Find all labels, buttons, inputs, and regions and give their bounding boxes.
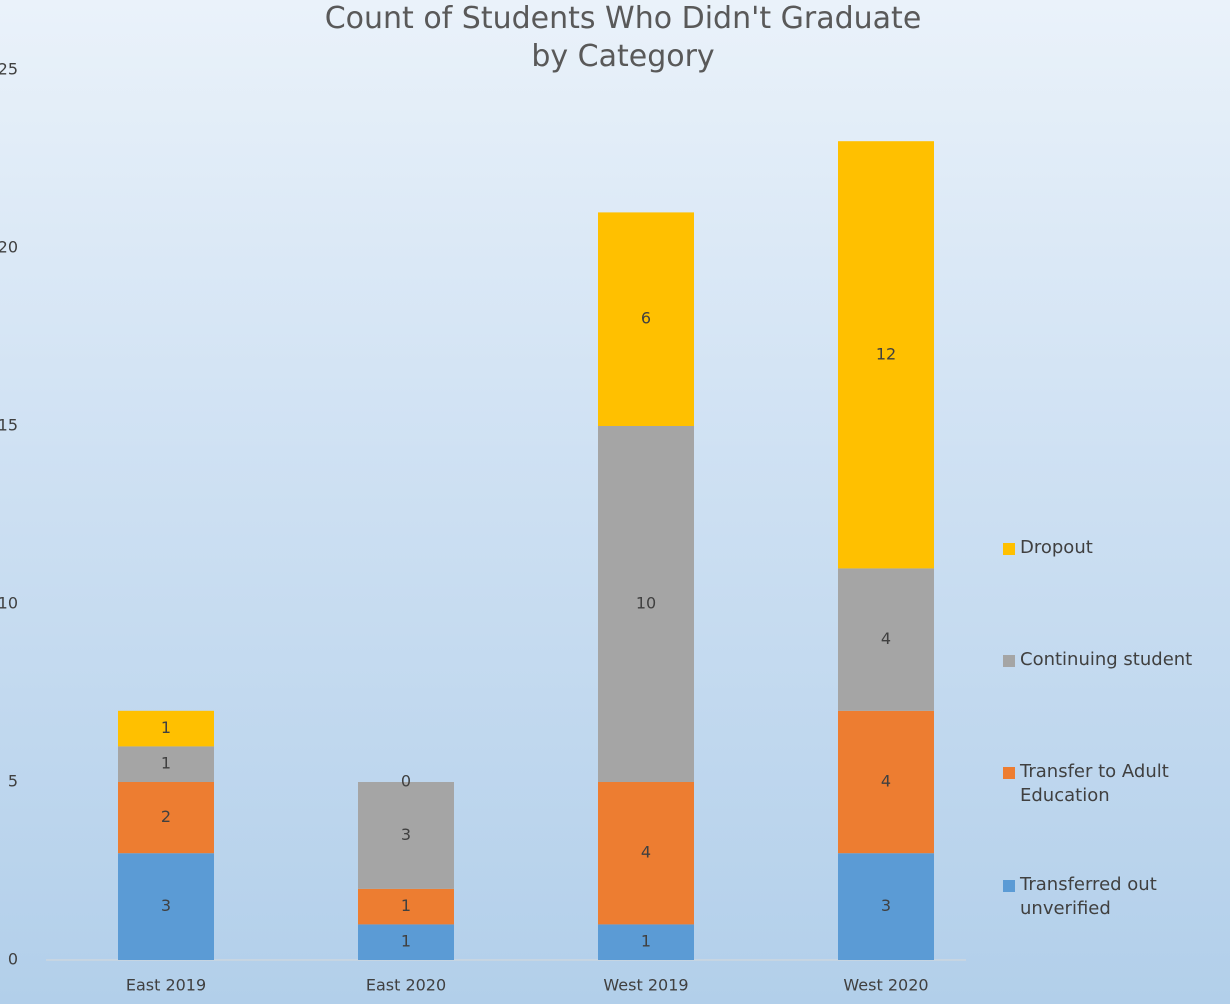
bar-segment [358, 924, 454, 960]
data-label: 1 [401, 932, 411, 951]
data-label: 1 [161, 754, 171, 773]
legend-label: Transferred out unverified [1020, 874, 1157, 919]
data-label: 3 [161, 896, 171, 915]
x-tick-label: West 2019 [603, 976, 688, 995]
y-tick-label: 5 [8, 772, 18, 791]
legend-label: Continuing student [1020, 649, 1193, 670]
bar-segment [118, 746, 214, 782]
data-label: 2 [161, 807, 171, 826]
bar-segment [118, 710, 214, 747]
data-label: 3 [401, 825, 411, 844]
legend-item: Transfer to Adult Education [1003, 760, 1228, 808]
data-label: 4 [881, 629, 891, 648]
y-tick-label: 10 [0, 594, 18, 613]
legend-item: Dropout [1003, 536, 1228, 560]
bar-segment [598, 782, 694, 925]
x-tick-label: East 2020 [366, 976, 446, 995]
chart-title: Count of Students Who Didn't Graduate by… [324, 1, 922, 74]
legend-item: Continuing student [1003, 648, 1228, 672]
bar-segment [838, 141, 934, 569]
data-label: 0 [401, 772, 411, 791]
legend-swatch [1003, 880, 1015, 892]
legend-label: Dropout [1020, 537, 1093, 558]
bar-segment [358, 888, 454, 925]
data-label: 1 [401, 896, 411, 915]
y-tick-label: 20 [0, 238, 18, 257]
data-label: 6 [641, 309, 651, 328]
legend-swatch [1003, 543, 1015, 555]
bar-segment [598, 924, 694, 960]
x-tick-label: East 2019 [126, 976, 206, 995]
legend-item: Transferred out unverified [1003, 873, 1228, 921]
legend-swatch [1003, 655, 1015, 667]
bar-segment [838, 853, 934, 960]
data-label: 1 [641, 932, 651, 951]
bar-segment [358, 782, 454, 889]
data-label: 4 [641, 843, 651, 862]
bar-segment [838, 568, 934, 711]
data-label: 4 [881, 772, 891, 791]
data-label: 3 [881, 896, 891, 915]
y-tick-label: 0 [8, 950, 18, 969]
bar-segment [118, 853, 214, 960]
data-label: 12 [876, 344, 896, 363]
y-tick-label: 25 [0, 60, 18, 79]
legend-label: Transfer to Adult Education [1020, 761, 1169, 806]
bar-segment [838, 710, 934, 854]
bar-segment [118, 782, 214, 854]
legend-swatch [1003, 767, 1015, 779]
data-label: 1 [161, 718, 171, 737]
bar-segment [598, 212, 694, 426]
y-tick-label: 15 [0, 416, 18, 435]
x-tick-label: West 2020 [843, 976, 928, 995]
data-label: 10 [636, 594, 656, 613]
bar-segment [598, 426, 694, 782]
